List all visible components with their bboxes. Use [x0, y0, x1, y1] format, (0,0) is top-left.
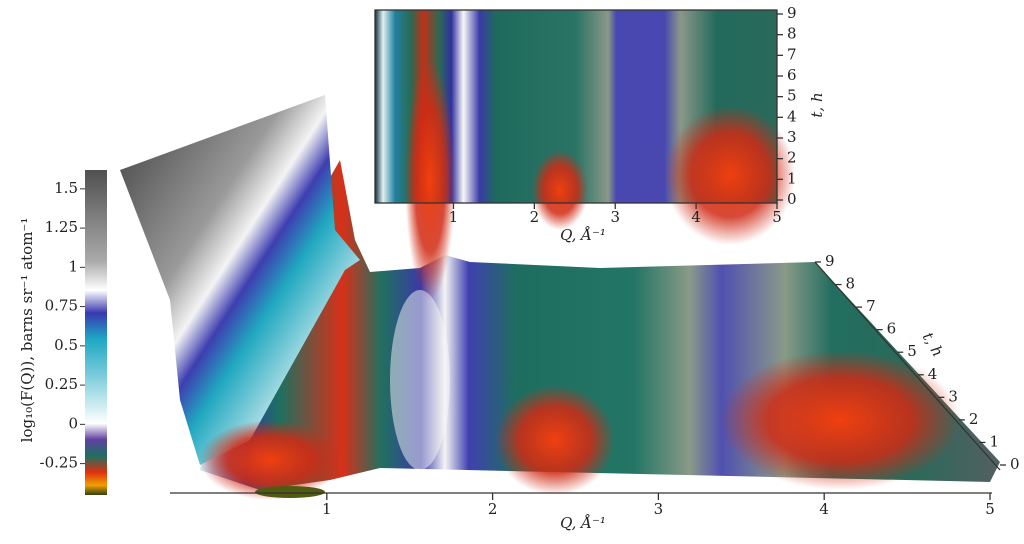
x-tick-label: 4	[819, 500, 829, 518]
heatmap	[374, 9, 795, 300]
inset-y-tick-label: 9	[787, 4, 797, 22]
colorbar-tick-label: 0.25	[45, 375, 78, 393]
colorbar-tick-label: 0	[68, 414, 78, 432]
x-tick-label: 2	[488, 500, 498, 518]
z-tick-label: 4	[928, 365, 938, 383]
z-axis-label: t, h	[919, 329, 947, 360]
inset-x-label: Q, Å⁻¹	[560, 226, 606, 244]
x-axis-label: Q, Å⁻¹	[560, 514, 606, 532]
colorbar-tick-label: 0.75	[45, 297, 78, 315]
colorbar-tick-label: 1.5	[54, 179, 78, 197]
colorbar-label: log₁₀(F(Q)), barns sr⁻¹ atom⁻¹	[18, 218, 36, 443]
inset-y-tick-label: 0	[787, 190, 797, 208]
z-tick-label: 8	[846, 275, 856, 293]
inset-y-tick-label: 6	[787, 66, 797, 84]
inset-y-tick-label: 8	[787, 25, 797, 43]
colorbar-tick-label: 1	[68, 257, 78, 275]
inset-x-tick-label: 4	[691, 208, 701, 226]
z-tick-label: 5	[907, 342, 917, 360]
colorbar-tick-label: 0.5	[54, 336, 78, 354]
x-tick-label: 5	[985, 500, 995, 518]
z-tick-label: 9	[825, 252, 835, 270]
inset-x-tick-label: 3	[610, 208, 620, 226]
inset-x-tick-label: 1	[449, 208, 459, 226]
x-tick-label: 3	[654, 500, 664, 518]
inset-y-tick-label: 3	[787, 128, 797, 146]
z-tick-label: 2	[969, 410, 979, 428]
z-tick-label: 3	[948, 387, 958, 405]
colorbar	[85, 170, 107, 495]
z-tick-label: 1	[989, 432, 999, 450]
inset-x-tick-label: 2	[530, 208, 540, 226]
surface	[120, 95, 1000, 500]
colorbar-tick-label: -0.25	[40, 454, 78, 472]
inset-y-tick-label: 7	[787, 45, 797, 63]
inset-y-tick-label: 5	[787, 87, 797, 105]
z-axis	[814, 261, 1001, 471]
inset-x-tick-label: 5	[772, 208, 782, 226]
z-tick-label: 6	[887, 320, 897, 338]
colorbar-tick-label: 1.25	[45, 218, 78, 236]
inset-y-tick-label: 2	[787, 149, 797, 167]
inset-y-label: t, h	[808, 92, 826, 117]
inset-y-tick-label: 1	[787, 169, 797, 187]
inset-y-tick-label: 4	[787, 107, 797, 125]
z-tick-label: 0	[1010, 455, 1020, 473]
x-tick-label: 1	[322, 500, 332, 518]
z-tick-label: 7	[866, 297, 876, 315]
